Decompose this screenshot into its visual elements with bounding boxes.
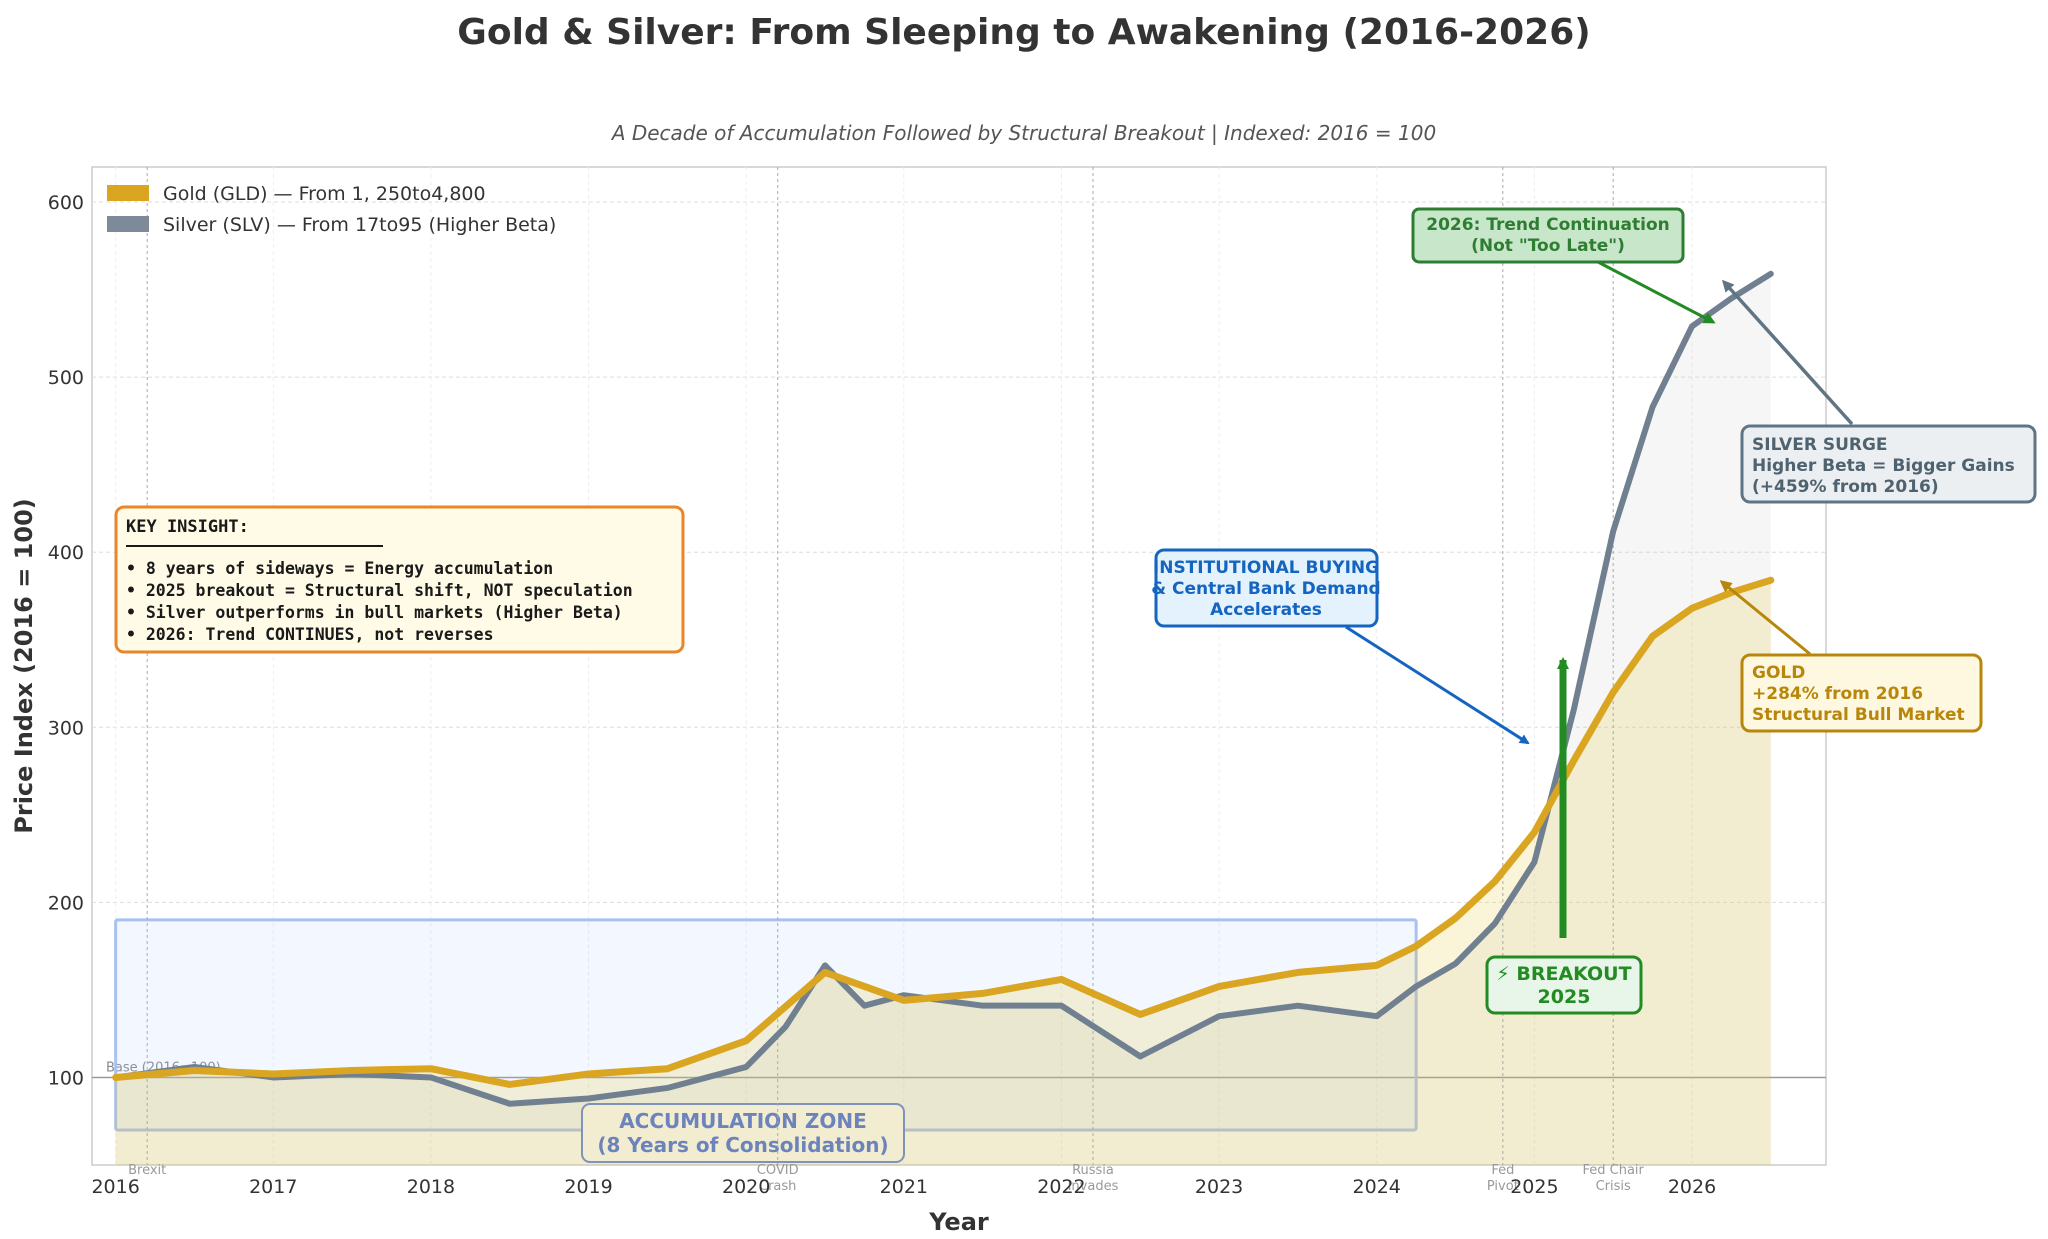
legend-swatch-gold [107,185,149,201]
key-insight-box: KEY INSIGHT: • 8 years of sideways = Ene… [114,505,685,654]
y-tick-label: 600 [48,192,84,214]
silver-series-line [112,270,1774,1107]
gold-area-fill [115,580,1771,1165]
event-label: Fed Chair [1582,1163,1644,1178]
accumulation-zone-label-box [581,1103,905,1163]
x-tick-label: 2020 [722,1176,770,1198]
legend-label-silver: Silver (SLV) — From 17to95 (Higher Beta) [163,214,556,236]
accumulation-zone-label: (8 Years of Consolidation) [597,1133,888,1157]
event-label: Invades [1068,1179,1119,1194]
x-tick-label: 2024 [1353,1176,1401,1198]
chart-title: Gold & Silver: From Sleeping to Awakenin… [457,12,1590,53]
silver-surge-line: Higher Beta = Bigger Gains [1752,456,2015,476]
y-tick-label: 400 [48,542,84,564]
event-label: Crash [759,1179,796,1194]
x-tick-label: 2017 [249,1176,297,1198]
institutional-line: INSTITUTIONAL BUYING [1153,558,1379,578]
event-label: Russia [1072,1163,1114,1178]
x-tick-label: 2023 [1195,1176,1243,1198]
x-tick-label: 2019 [564,1176,612,1198]
gold-callout-line: Structural Bull Market [1752,705,1965,725]
trend-line: 2026: Trend Continuation [1426,215,1670,235]
trend-line: (Not "Too Late") [1471,236,1625,256]
legend: Gold (GLD) — From 1, 250to4,800 Silver (… [107,183,556,236]
y-tick-label: 300 [48,717,84,739]
legend-label-gold: Gold (GLD) — From 1, 250to4,800 [163,183,486,205]
event-label: Pivot [1487,1179,1519,1194]
key-insight-line: • 2025 breakout = Structural shift, NOT … [126,581,633,600]
event-label: Crisis [1596,1179,1631,1194]
key-insight-title: KEY INSIGHT: [126,517,249,537]
institutional-line: & Central Bank Demand [1151,579,1380,599]
key-insight-line: • Silver outperforms in bull markets (Hi… [126,603,623,622]
axis-ticks: 100 200 300 400 500 600 2016 2017 2018 2019 2020 20… [48,192,1716,1198]
series-lines [112,270,1775,1107]
gold-series-line [112,576,1775,1088]
x-axis-label: Year [928,1208,989,1236]
y-tick-label: 100 [48,1067,84,1089]
y-tick-label: 500 [48,367,84,389]
x-tick-label: 2022 [1037,1176,1085,1198]
breakout-line2: 2025 [1538,986,1591,1008]
x-tick-label: 2016 [91,1176,139,1198]
x-tick-label: 2025 [1510,1176,1558,1198]
gold-callout-line: +284% from 2016 [1752,684,1923,704]
breakout-callout: ⚡ BREAKOUT 2025 [1485,657,1643,1015]
chart-subtitle: A Decade of Accumulation Followed by Str… [610,121,1436,145]
silver-area-fill [115,273,1771,1166]
event-label: Fed [1491,1163,1514,1178]
institutional-line: Accelerates [1210,600,1322,620]
key-insight-line: • 8 years of sideways = Energy accumulat… [126,559,553,578]
silver-surge-callout: SILVER SURGE Higher Beta = Bigger Gains … [1721,279,2037,504]
silver-surge-line: (+459% from 2016) [1752,477,1939,497]
x-tick-label: 2026 [1668,1176,1716,1198]
y-tick-label: 200 [48,892,84,914]
legend-swatch-silver [107,216,149,232]
event-label: Brexit [128,1163,166,1178]
event-label: COVID [757,1163,799,1178]
accumulation-zone-label: ACCUMULATION ZONE [619,1109,867,1133]
institutional-buying-callout: INSTITUTIONAL BUYING & Central Bank Dema… [1151,548,1530,745]
y-axis-label: Price Index (2016 = 100) [10,498,38,833]
x-tick-label: 2018 [407,1176,455,1198]
area-fills [115,273,1771,1166]
gold-callout-line: GOLD [1752,663,1805,683]
x-tick-label: 2021 [880,1176,928,1198]
silver-surge-line: SILVER SURGE [1752,435,1888,455]
breakout-line1: ⚡ BREAKOUT [1496,963,1631,985]
gold-callout: GOLD +284% from 2016 Structural Bull Mar… [1719,580,1983,733]
key-insight-line: • 2026: Trend CONTINUES, not reverses [126,625,494,644]
trend-continuation-callout: 2026: Trend Continuation (Not "Too Late"… [1411,207,1716,324]
